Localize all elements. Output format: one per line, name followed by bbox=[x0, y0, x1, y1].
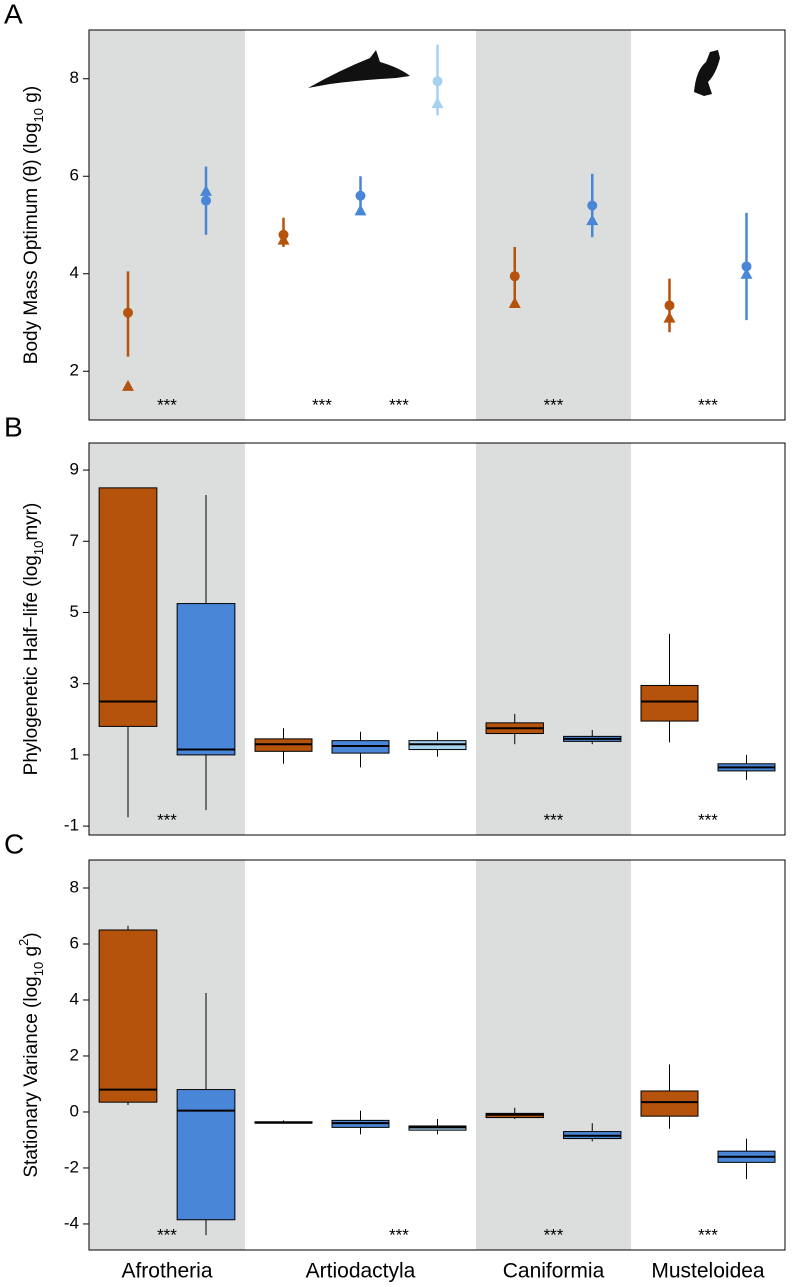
significance: *** bbox=[544, 1225, 564, 1244]
panel-label: C bbox=[4, 828, 24, 859]
y-axis-label-part: ) bbox=[21, 932, 42, 938]
y-tick-label: 8 bbox=[70, 68, 79, 87]
box bbox=[176, 603, 236, 756]
y-axis-label: Stationary Variance (log10 g2) bbox=[16, 932, 46, 1177]
panel-label: A bbox=[4, 0, 23, 29]
x-tick-label: Musteloidea bbox=[651, 1260, 765, 1283]
box bbox=[640, 1090, 699, 1117]
significance: *** bbox=[157, 1225, 177, 1244]
box bbox=[98, 929, 158, 1103]
circle-point bbox=[432, 76, 443, 87]
triangle-point bbox=[122, 379, 134, 391]
box bbox=[98, 487, 158, 727]
y-tick-label: 6 bbox=[70, 933, 79, 952]
box bbox=[640, 684, 699, 722]
y-axis-label-part: 2 bbox=[16, 939, 31, 946]
y-tick-label: 9 bbox=[70, 460, 79, 479]
triangle-point bbox=[740, 267, 753, 279]
significance: *** bbox=[389, 395, 409, 414]
triangle-point bbox=[508, 297, 521, 308]
group-shade bbox=[476, 860, 631, 1250]
y-axis-label-part: Stationary Variance (log bbox=[21, 976, 42, 1177]
circle-point bbox=[278, 229, 289, 240]
y-tick-label: -4 bbox=[64, 1213, 79, 1232]
y-axis-label-part: Body Mass Optimum (θ) (log bbox=[21, 122, 42, 364]
significance: *** bbox=[157, 395, 177, 414]
circle-point bbox=[587, 200, 598, 211]
y-axis-label: Phylogenetic Half−life (log10myr) bbox=[21, 503, 46, 776]
circle-point bbox=[741, 261, 752, 272]
weasel-icon bbox=[694, 50, 720, 96]
significance: *** bbox=[544, 810, 564, 829]
dolphin-icon bbox=[308, 50, 410, 88]
significance: *** bbox=[698, 395, 718, 414]
plot-frame bbox=[88, 442, 786, 836]
y-tick-label: 0 bbox=[70, 1101, 79, 1120]
group-shade bbox=[476, 443, 631, 835]
panel-label: B bbox=[4, 411, 23, 442]
y-tick-label: 4 bbox=[70, 263, 79, 282]
plot-frame bbox=[88, 29, 786, 421]
y-tick-label: 6 bbox=[70, 166, 79, 185]
significance: *** bbox=[157, 810, 177, 829]
significance: *** bbox=[544, 395, 564, 414]
x-tick-label: Artiodactyla bbox=[306, 1260, 416, 1283]
circle-point bbox=[201, 195, 211, 206]
x-tick-label: Caniformia bbox=[503, 1260, 605, 1283]
triangle-point bbox=[663, 311, 676, 323]
triangle-point bbox=[200, 184, 212, 196]
circle-point bbox=[355, 190, 366, 201]
significance: *** bbox=[698, 1225, 718, 1244]
triangle-point bbox=[354, 204, 367, 216]
y-axis-label: Body Mass Optimum (θ) (log10 g) bbox=[21, 86, 46, 364]
triangle-point bbox=[586, 214, 599, 226]
y-axis-label-part: Phylogenetic Half−life (log bbox=[21, 555, 42, 775]
group-shade bbox=[476, 30, 631, 420]
significance: *** bbox=[389, 1225, 409, 1244]
y-axis-label-part: g) bbox=[21, 86, 42, 108]
y-tick-label: 5 bbox=[70, 602, 79, 621]
box bbox=[176, 1089, 236, 1221]
plot-frame bbox=[88, 859, 786, 1251]
y-tick-label: 2 bbox=[70, 1045, 79, 1064]
y-tick-label: 2 bbox=[70, 361, 79, 380]
y-tick-label: 3 bbox=[70, 673, 79, 692]
group-shade bbox=[89, 30, 245, 420]
y-axis-label-part: myr) bbox=[21, 503, 42, 541]
circle-point bbox=[123, 307, 133, 318]
y-tick-label: 4 bbox=[70, 989, 79, 1008]
y-axis-label-part: g bbox=[21, 946, 42, 962]
circle-point bbox=[664, 300, 675, 311]
circle-point bbox=[509, 271, 520, 282]
y-axis-label-part: 10 bbox=[31, 541, 46, 555]
triangle-point bbox=[431, 97, 444, 109]
y-axis-label-part: 10 bbox=[31, 108, 46, 122]
y-tick-label: -2 bbox=[64, 1157, 79, 1176]
x-tick-label: Afrotheria bbox=[121, 1260, 212, 1283]
y-tick-label: -1 bbox=[64, 816, 79, 835]
y-tick-label: 8 bbox=[70, 877, 79, 896]
significance: *** bbox=[312, 395, 332, 414]
y-axis-label-part: 10 bbox=[31, 962, 46, 976]
y-tick-label: 7 bbox=[70, 531, 79, 550]
significance: *** bbox=[698, 810, 718, 829]
y-tick-label: 1 bbox=[70, 744, 79, 763]
